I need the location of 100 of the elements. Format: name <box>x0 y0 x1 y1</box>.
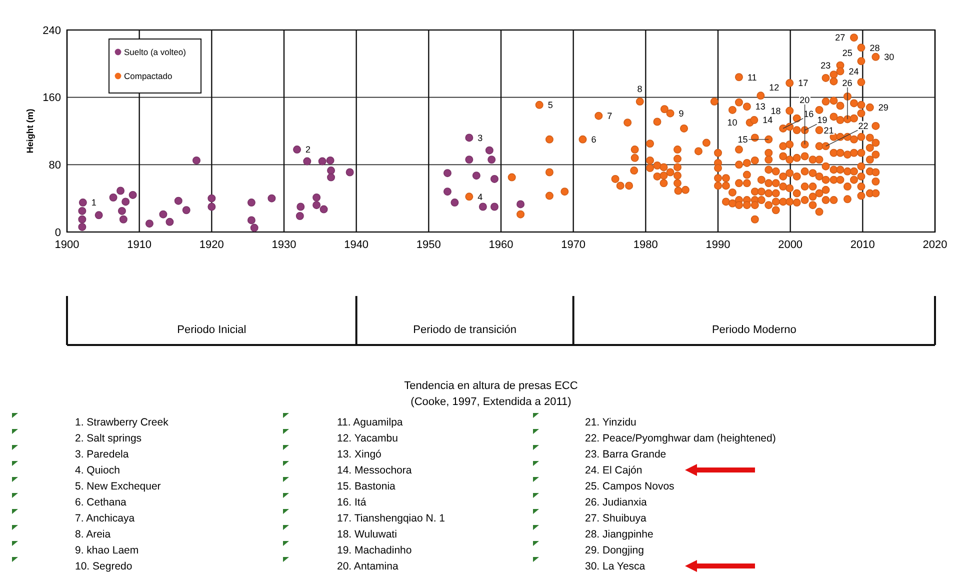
point <box>485 146 494 154</box>
text: 24. El Cajón <box>585 464 642 477</box>
annotation: 18 <box>770 106 781 116</box>
annotation: 3 <box>478 132 483 143</box>
x-tick-label: 1930 <box>272 239 296 251</box>
text: 30. La Yesca <box>585 560 646 573</box>
annotation: 20 <box>800 95 810 106</box>
text: 12. Yacambu <box>337 432 398 445</box>
point <box>174 196 182 205</box>
text: 8. Areia <box>75 528 111 541</box>
text: Periodo Moderno <box>712 324 796 336</box>
point <box>109 194 118 202</box>
point <box>443 169 452 178</box>
annotation: 21 <box>824 125 834 136</box>
x-tick-label: 2010 <box>850 239 875 251</box>
point <box>192 156 200 164</box>
text: 16. Itá <box>337 496 366 509</box>
annotation: 9 <box>678 108 684 118</box>
x-tick-label: 2000 <box>778 239 803 251</box>
point <box>326 156 334 164</box>
text: Periodo Inicial <box>177 324 246 336</box>
point <box>128 190 137 199</box>
y-axis-title: Height (m) <box>25 108 35 154</box>
text: 17. Tianshengqiao N. 1 <box>337 512 446 525</box>
annotation: 7 <box>607 111 612 121</box>
text: 28. Jiangpinhe <box>585 528 654 541</box>
annotation: 19 <box>817 114 828 125</box>
point <box>78 222 86 231</box>
point <box>122 198 130 206</box>
text: 5. New Exchequer <box>75 480 162 493</box>
text: 21. Yinzidu <box>585 416 637 429</box>
annotation: 28 <box>870 42 880 53</box>
point <box>78 206 86 215</box>
y-tick-label: 80 <box>48 160 61 172</box>
annotation: 2 <box>306 144 311 155</box>
point <box>490 174 498 183</box>
point <box>312 201 321 210</box>
text: 14. Messochora <box>337 464 412 477</box>
annotation: 24 <box>848 66 859 76</box>
point <box>327 173 336 182</box>
x-tick-label: 1940 <box>344 239 369 251</box>
annotation: 17 <box>798 78 808 88</box>
point <box>490 202 498 211</box>
point <box>303 157 312 166</box>
x-tick-label: 1920 <box>199 239 224 251</box>
annotation: 15 <box>738 134 748 145</box>
text: 6. Cethana <box>75 496 127 509</box>
legend-label: Compactado <box>124 70 172 81</box>
x-tick-label: 1900 <box>54 239 80 251</box>
y-tick-label: 0 <box>54 226 61 239</box>
annotation: 8 <box>637 84 642 94</box>
annotation: 22 <box>858 120 868 131</box>
point <box>94 211 103 220</box>
x-tick-label: 2020 <box>922 239 948 251</box>
x-tick-label: 1980 <box>633 239 658 251</box>
text: 13. Xingó <box>337 448 382 461</box>
text: 3. Paredela <box>75 448 129 461</box>
point <box>472 172 480 180</box>
point <box>119 215 128 224</box>
point <box>145 220 154 228</box>
point <box>118 206 126 215</box>
text: (Cooke, 1997, Extendida a 2011) <box>410 396 572 408</box>
point <box>318 157 326 166</box>
point <box>450 198 459 207</box>
point <box>293 146 302 154</box>
x-tick-label: 1970 <box>561 239 586 251</box>
text: 25. Campos Novos <box>585 480 674 493</box>
x-tick-label: 1990 <box>706 239 730 251</box>
point <box>78 215 86 224</box>
annotation: 13 <box>755 102 766 112</box>
annotation: 25 <box>842 48 852 58</box>
annotation: 26 <box>842 78 852 88</box>
annotation: 23 <box>820 60 831 71</box>
point <box>159 210 168 218</box>
y-tick-label: 240 <box>42 24 61 37</box>
text: 1. Strawberry Creek <box>75 416 170 429</box>
x-tick-label: 1960 <box>488 239 514 251</box>
text: 9. khao Laem <box>75 544 139 557</box>
text: 2. Salt springs <box>75 432 142 445</box>
text: Periodo de transición <box>413 324 517 336</box>
annotation: 14 <box>762 115 773 126</box>
text: 18. Wuluwati <box>337 528 397 541</box>
annotation: 12 <box>769 82 780 92</box>
annotation: 1 <box>91 198 96 208</box>
point <box>443 188 452 196</box>
point <box>296 212 304 220</box>
point <box>208 194 216 202</box>
text: 19. Machadinho <box>337 544 412 557</box>
annotation: 10 <box>727 118 738 128</box>
text: 22. Peace/Pyomghwar dam (heightened) <box>585 432 776 445</box>
annotation: 29 <box>878 102 888 113</box>
point <box>488 156 496 164</box>
point <box>166 218 174 226</box>
x-tick-label: 1950 <box>416 239 441 251</box>
point <box>320 205 328 214</box>
text: 26. Judianxia <box>585 496 648 509</box>
y-tick-label: 160 <box>42 92 61 104</box>
point <box>516 200 525 208</box>
point <box>312 194 321 202</box>
text: 20. Antamina <box>337 560 398 573</box>
